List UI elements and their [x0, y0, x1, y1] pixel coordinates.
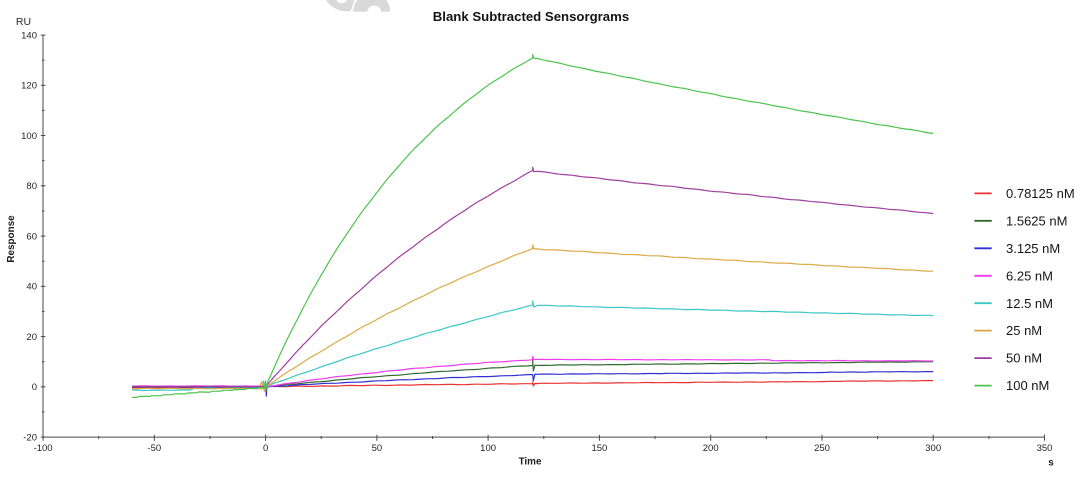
svg-text:150: 150 — [591, 443, 607, 454]
svg-text:6.25 nM: 6.25 nM — [1006, 268, 1053, 283]
svg-text:50: 50 — [372, 443, 383, 454]
svg-text:25 nM: 25 nM — [1006, 323, 1042, 338]
svg-text:20: 20 — [26, 332, 37, 343]
svg-text:12.5 nM: 12.5 nM — [1006, 296, 1053, 311]
svg-text:350: 350 — [1037, 443, 1053, 454]
svg-text:300: 300 — [925, 443, 941, 454]
svg-text:140: 140 — [21, 31, 37, 42]
svg-text:1.5625 nM: 1.5625 nM — [1006, 213, 1067, 228]
svg-text:120: 120 — [21, 81, 37, 92]
svg-text:3.125 nM: 3.125 nM — [1006, 241, 1060, 256]
svg-text:250: 250 — [814, 443, 830, 454]
svg-text:-50: -50 — [147, 443, 161, 454]
svg-text:100: 100 — [21, 131, 37, 142]
svg-text:RU: RU — [16, 16, 31, 28]
svg-text:-100: -100 — [34, 443, 53, 454]
svg-text:0: 0 — [263, 443, 268, 454]
svg-text:Blank Subtracted Sensorgrams: Blank Subtracted Sensorgrams — [433, 9, 629, 24]
svg-text:0.78125 nM: 0.78125 nM — [1006, 186, 1075, 201]
svg-text:50 nM: 50 nM — [1006, 351, 1042, 366]
svg-text:40: 40 — [26, 282, 37, 293]
svg-text:100 nM: 100 nM — [1006, 378, 1049, 393]
svg-text:Time: Time — [519, 457, 542, 468]
svg-text:200: 200 — [703, 443, 719, 454]
svg-text:0: 0 — [32, 382, 37, 393]
svg-text:100: 100 — [480, 443, 496, 454]
svg-text:60: 60 — [26, 232, 37, 243]
svg-text:80: 80 — [26, 181, 37, 192]
svg-text:s: s — [1048, 458, 1054, 469]
svg-text:-20: -20 — [23, 432, 37, 443]
svg-text:Response: Response — [6, 215, 17, 263]
